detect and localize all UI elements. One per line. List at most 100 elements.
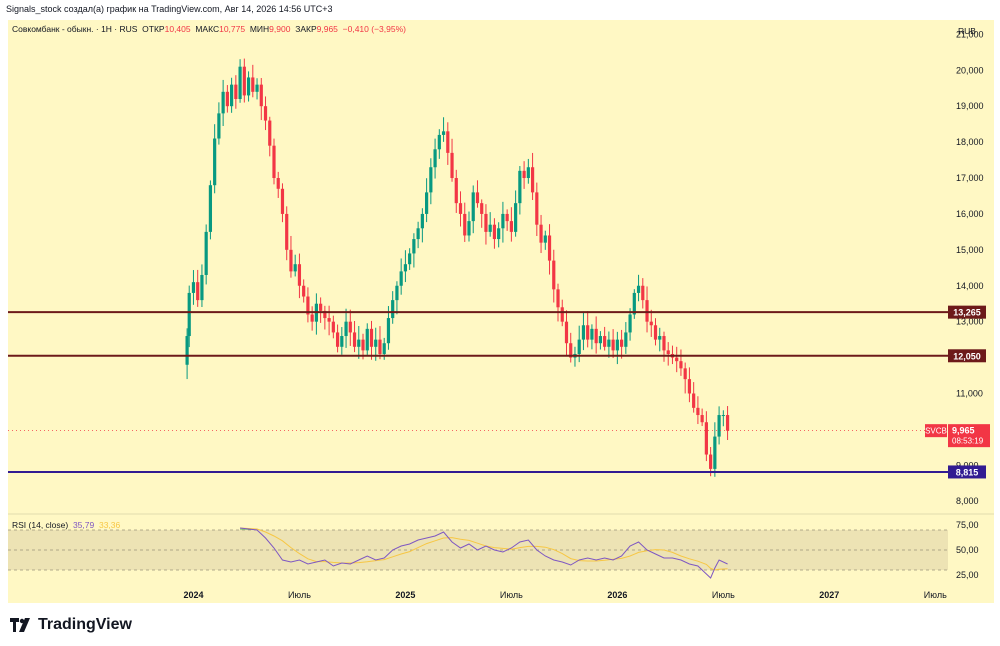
x-tick-label-0: 2024 — [183, 590, 203, 600]
candle-body — [344, 321, 348, 337]
candle-body — [289, 249, 293, 272]
rsi-ma-value: 33,36 — [98, 520, 121, 530]
candle-body — [348, 321, 352, 333]
candle-body — [217, 113, 221, 139]
candle-body — [501, 213, 505, 229]
candle-body — [624, 332, 628, 347]
candle-body — [369, 328, 374, 347]
candle-body — [361, 339, 365, 351]
ohlc-legend: Совкомбанк - обыкн. · 1Н · RUS ОТКР10,40… — [12, 24, 406, 34]
candle-body — [412, 239, 416, 254]
candle-body — [713, 436, 717, 469]
candle-body — [653, 325, 658, 340]
tradingview-logo-icon — [10, 618, 30, 632]
candle-body — [454, 178, 458, 204]
candle-body — [658, 336, 662, 340]
last-price-badge — [948, 424, 990, 448]
y-tick-label-3: 18,000 — [956, 137, 984, 147]
change-value: −0,410 (−3,95%) — [342, 24, 406, 34]
candle-body — [297, 264, 302, 286]
candle-body — [522, 170, 526, 179]
low-label: МИН — [249, 24, 270, 34]
candle-body — [721, 415, 725, 417]
level-label-2: 8,815 — [956, 467, 979, 477]
candle-body — [552, 260, 556, 290]
candle-body — [242, 66, 246, 96]
candle-body — [200, 274, 204, 301]
time-axis-background — [8, 585, 994, 603]
candle-body — [666, 350, 670, 354]
symbol-label: Совкомбанк - обыкн. · 1Н · RUS — [12, 24, 138, 34]
rsi-legend: RSI (14, close) 35,79 33,36 — [12, 520, 120, 530]
candles — [185, 58, 730, 477]
candle-body — [335, 332, 340, 347]
level-badge-0 — [948, 305, 986, 319]
candle-body — [692, 393, 696, 408]
x-tick-label-5: Июль — [712, 590, 735, 600]
level-label-0: 13,265 — [953, 308, 981, 318]
candle-body — [717, 415, 721, 437]
candle-body — [514, 203, 518, 232]
candle-body — [246, 77, 251, 96]
candle-body — [374, 339, 378, 347]
x-tick-label-1: Июль — [288, 590, 311, 600]
y-tick-label-2: 19,000 — [956, 101, 984, 111]
candle-body — [263, 106, 268, 121]
candle-body — [306, 296, 310, 315]
candle-body — [569, 343, 573, 358]
candle-body — [408, 253, 412, 265]
candle-body — [675, 357, 679, 362]
candle-body — [268, 120, 272, 146]
candle-body — [319, 303, 323, 311]
candle-body — [725, 415, 730, 431]
ticker-label: SVCB — [925, 427, 947, 436]
candle-body — [450, 152, 454, 179]
rsi-tick-label-1: 50,00 — [956, 545, 979, 555]
candle-body — [611, 339, 615, 351]
tradingview-logo[interactable]: TradingView — [10, 616, 132, 634]
candle-body — [213, 138, 217, 186]
rsi-tick-label-2: 25,00 — [956, 570, 979, 580]
x-tick-label-2: 2025 — [395, 590, 415, 600]
candle-body — [586, 325, 590, 340]
rsi-ma-line — [240, 527, 728, 571]
x-tick-label-3: Июль — [500, 590, 523, 600]
candle-body — [386, 318, 391, 344]
candle-body — [208, 185, 213, 232]
candle-body — [196, 282, 200, 301]
candle-body — [365, 328, 369, 351]
candle-body — [530, 167, 535, 193]
candle-body — [238, 66, 242, 100]
candle-body — [425, 192, 429, 214]
last-price-label: 9,965 — [952, 426, 975, 436]
candle-body — [560, 307, 564, 322]
candle-body — [403, 264, 408, 272]
candle-body — [327, 318, 331, 322]
x-tick-label-6: 2027 — [819, 590, 839, 600]
candle-body — [577, 339, 581, 354]
candle-body — [433, 149, 437, 168]
candle-body — [547, 235, 552, 261]
y-tick-label-7: 14,000 — [956, 281, 984, 291]
candle-body — [420, 213, 424, 229]
candle-body — [594, 328, 598, 344]
candle-body — [230, 84, 234, 107]
candle-body — [340, 336, 344, 347]
y-tick-label-10: 9,000 — [956, 460, 979, 470]
candle-body — [632, 292, 636, 315]
high-value: 10,775 — [219, 24, 246, 34]
candle-body — [225, 91, 229, 107]
candle-body — [598, 336, 603, 344]
candle-body — [683, 368, 687, 380]
rsi-line — [240, 527, 728, 579]
candle-body — [255, 84, 259, 92]
ticker-badge — [925, 424, 947, 438]
candle-body — [310, 314, 314, 322]
candle-body — [497, 228, 501, 240]
low-value: 9,900 — [269, 24, 291, 34]
candle-body — [687, 379, 692, 394]
candle-body — [564, 321, 569, 344]
candle-body — [441, 131, 446, 135]
countdown-label: 08:53:19 — [952, 437, 984, 446]
